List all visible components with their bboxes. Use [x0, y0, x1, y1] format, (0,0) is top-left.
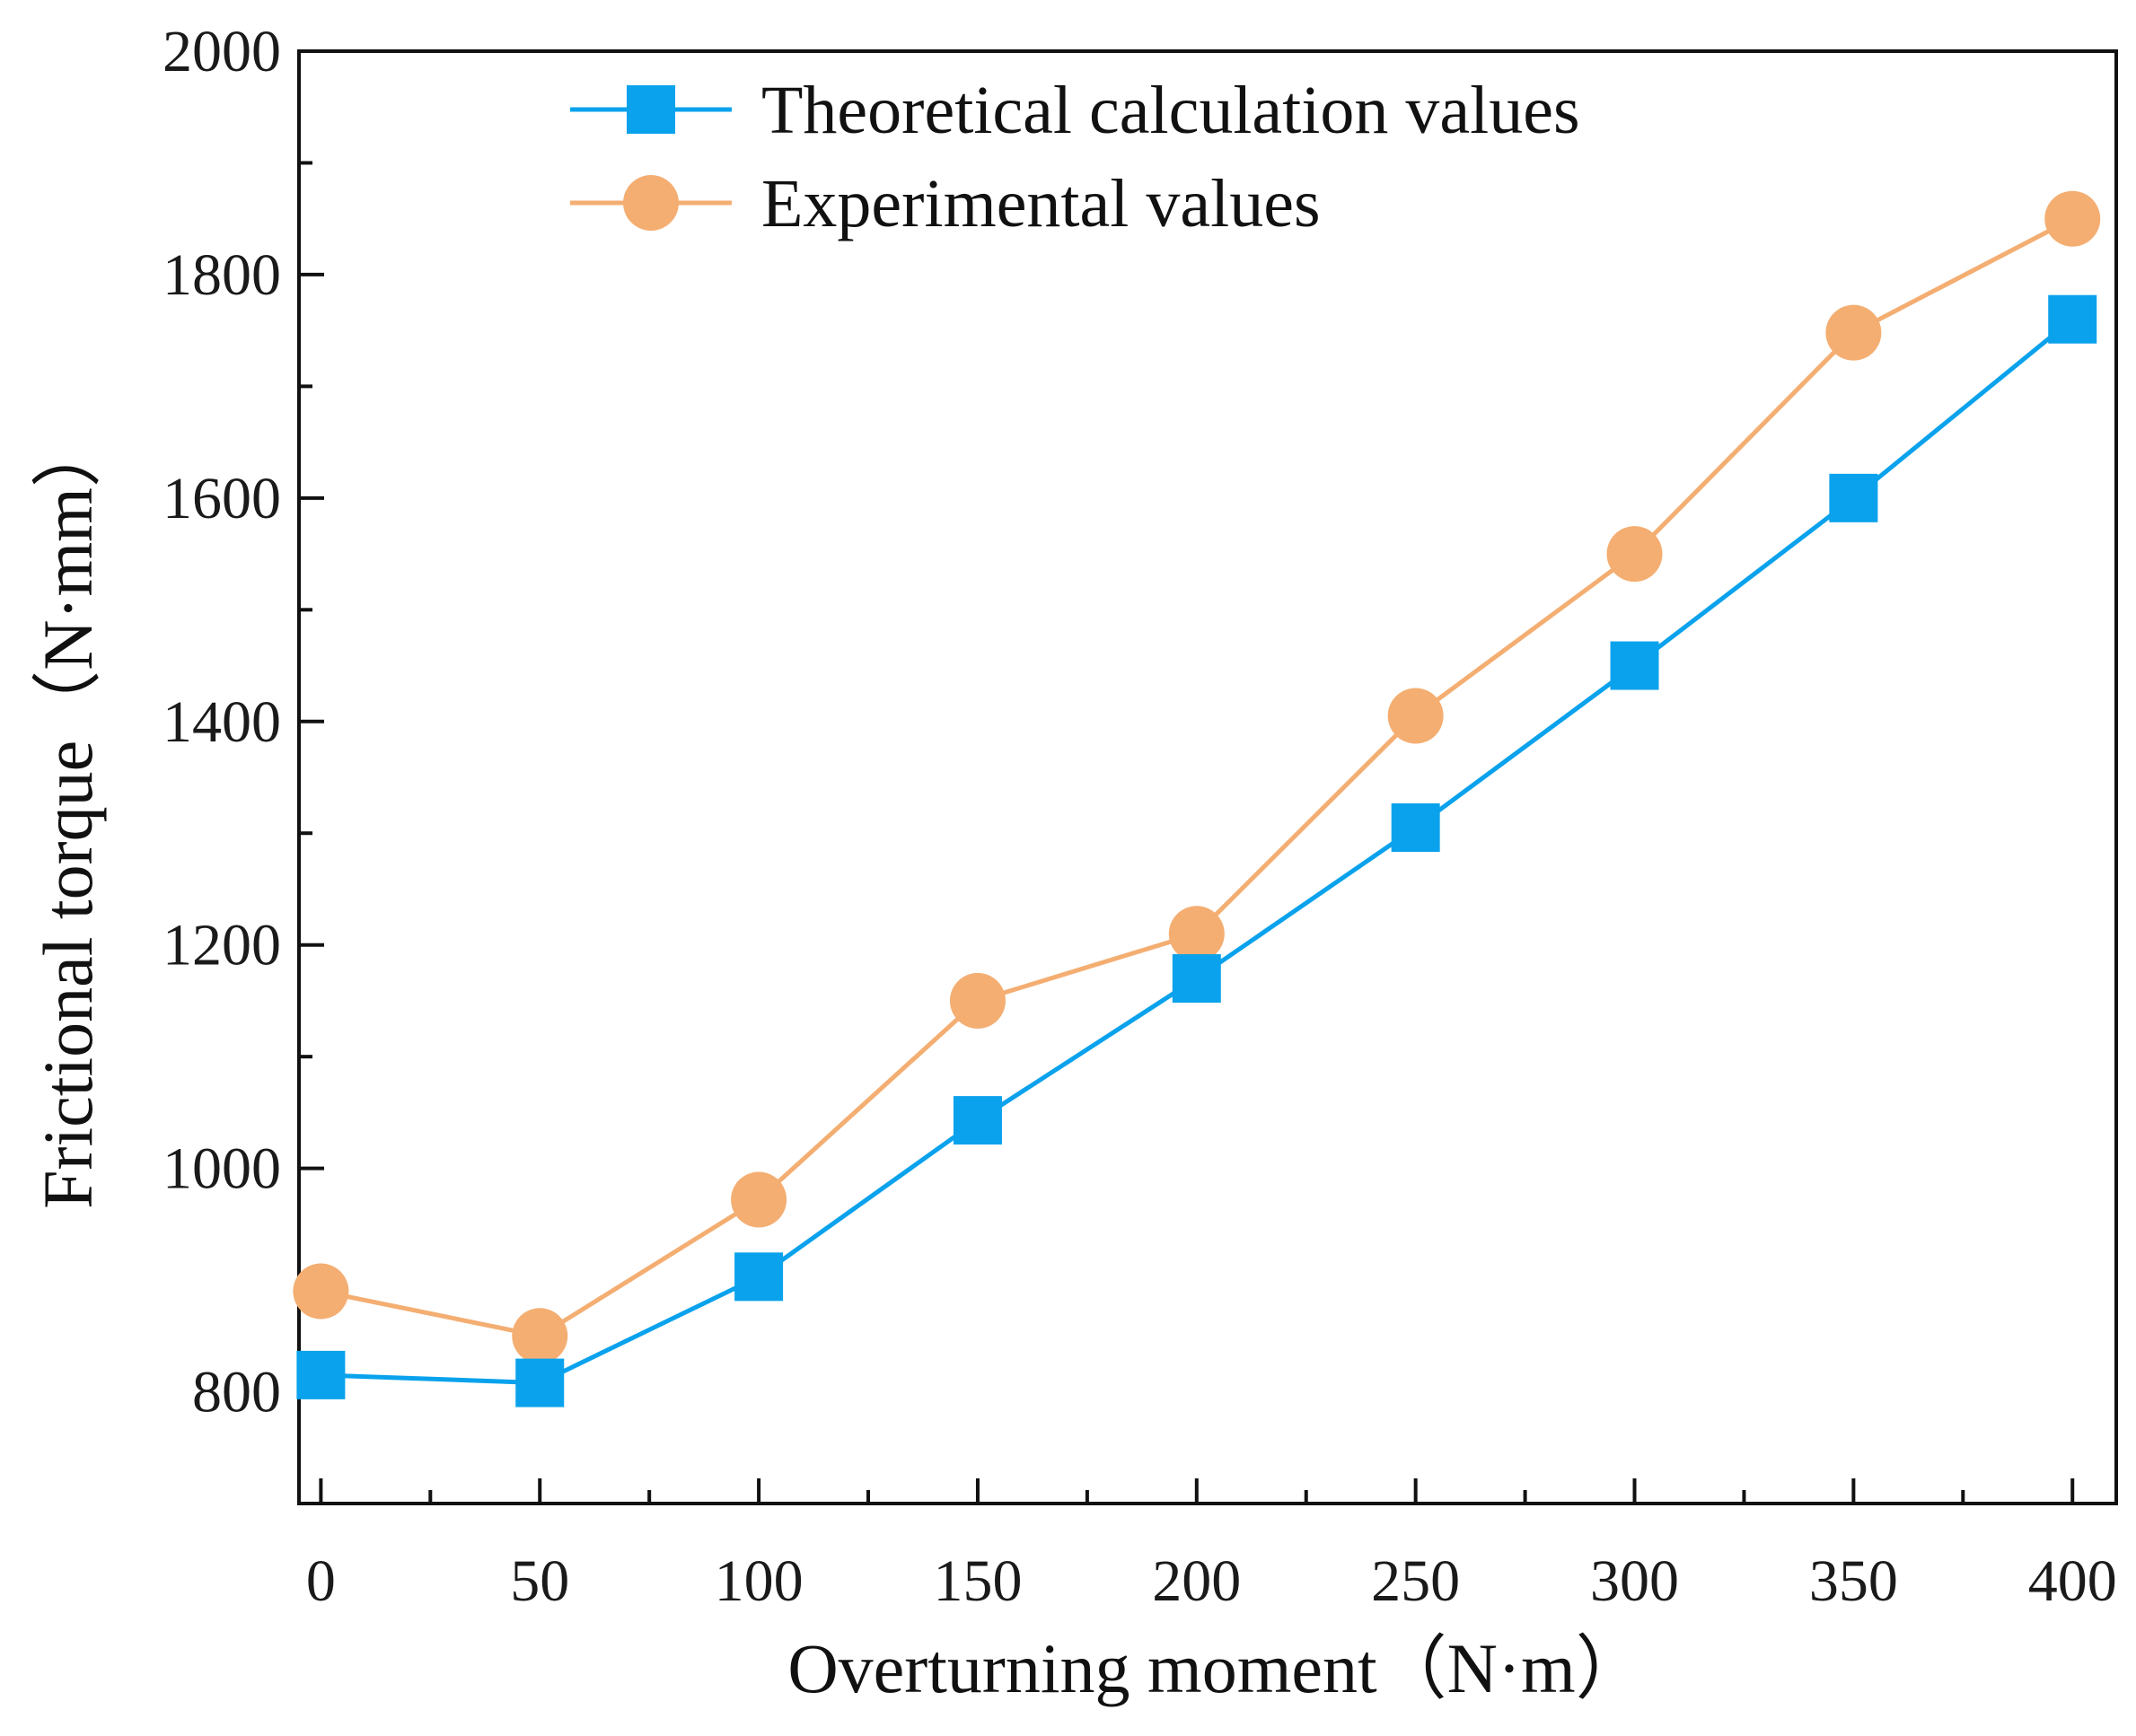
x-axis-title: Overturning moment（N·m） — [787, 1629, 1645, 1707]
data-point-circle — [731, 1171, 787, 1228]
x-tick-label: 100 — [715, 1548, 804, 1614]
plot-frame — [297, 49, 2118, 1505]
data-point-circle — [1168, 906, 1225, 962]
data-point-square — [734, 1252, 784, 1302]
series-layer — [293, 190, 2101, 1407]
x-tick-label: 350 — [1809, 1548, 1898, 1614]
series-line — [321, 317, 2074, 1386]
x-tick-label: 0 — [306, 1548, 336, 1614]
data-point-square — [1610, 641, 1659, 690]
data-point-circle — [293, 1263, 349, 1320]
data-point-square — [1172, 954, 1221, 1004]
y-tick-label: 1800 — [163, 242, 281, 308]
legend-label: Theoretical calculation values — [761, 73, 1580, 148]
legend: Theoretical calculation values Experiment… — [570, 73, 1580, 241]
x-tick-label: 250 — [1371, 1548, 1460, 1614]
x-tick-label: 300 — [1590, 1548, 1679, 1614]
x-tick-label: 50 — [510, 1548, 569, 1614]
y-tick-label: 1600 — [163, 466, 281, 531]
x-axis-ticks: 0 50 100 150 200 250 300 350 400 — [306, 1478, 2117, 1614]
data-point-square — [296, 1350, 346, 1399]
y-tick-label: 2000 — [163, 19, 281, 84]
data-point-circle — [2044, 190, 2101, 247]
data-point-square — [2048, 294, 2097, 344]
series-line — [320, 216, 2074, 1338]
data-point-circle — [512, 1308, 568, 1364]
data-point-circle — [1606, 526, 1663, 583]
data-point-square — [515, 1358, 565, 1407]
y-tick-label: 800 — [192, 1360, 281, 1425]
legend-marker-square — [627, 85, 675, 134]
x-tick-label: 200 — [1152, 1548, 1241, 1614]
data-point-square — [953, 1096, 1002, 1145]
data-point-circle — [949, 972, 1006, 1029]
x-tick-label: 400 — [2028, 1548, 2117, 1614]
x-tick-label: 150 — [933, 1548, 1022, 1614]
y-tick-label: 1200 — [163, 913, 281, 978]
y-axis-ticks: 800 1000 1200 1400 1600 1800 2000 — [163, 19, 324, 1425]
legend-label: Experimental values — [761, 166, 1321, 241]
y-tick-label: 1000 — [163, 1136, 281, 1202]
data-point-circle — [1387, 688, 1444, 744]
legend-marker-circle — [623, 175, 679, 231]
data-point-square — [1829, 473, 1878, 522]
data-point-square — [1391, 803, 1440, 853]
data-point-circle — [1825, 304, 1882, 361]
y-axis-title: Frictional torque（N·mm） — [29, 417, 107, 1209]
y-tick-label: 1400 — [163, 689, 281, 755]
